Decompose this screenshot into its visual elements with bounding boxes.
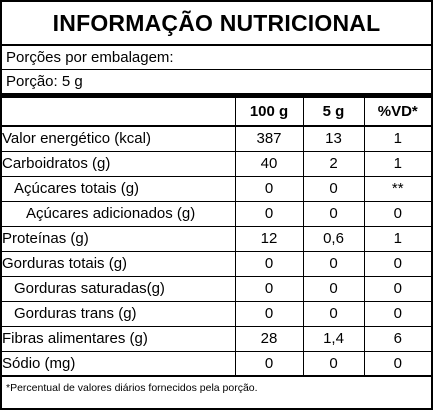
nutrient-name: Sódio (mg) — [2, 350, 236, 377]
value-vd: 0 — [363, 350, 431, 377]
header-blank-cell — [2, 98, 236, 127]
value-vd: 1 — [363, 150, 431, 177]
column-header-vd: %VD* — [363, 98, 431, 127]
table-row: Valor energético (kcal) 387 13 1 — [2, 125, 431, 152]
value-per-100g: 40 — [234, 150, 304, 177]
value-per-100g: 0 — [234, 275, 304, 302]
nutrient-name: Gorduras saturadas(g) — [2, 275, 236, 302]
table-row: Proteínas (g) 12 0,6 1 — [2, 225, 431, 252]
nutrient-name: Açúcares adicionados (g) — [2, 200, 236, 227]
value-per-portion: 0 — [302, 175, 365, 202]
value-per-portion: 0 — [302, 275, 365, 302]
value-vd: 0 — [363, 300, 431, 327]
nutrient-name: Gorduras trans (g) — [2, 300, 236, 327]
value-per-100g: 0 — [234, 350, 304, 377]
value-per-portion: 2 — [302, 150, 365, 177]
column-header-100g: 100 g — [234, 98, 304, 127]
table-row: Carboidratos (g) 40 2 1 — [2, 150, 431, 177]
value-vd: 0 — [363, 250, 431, 277]
value-per-portion: 13 — [302, 125, 365, 152]
nutrient-name: Proteínas (g) — [2, 225, 236, 252]
value-per-100g: 0 — [234, 300, 304, 327]
value-per-100g: 0 — [234, 200, 304, 227]
label-title: INFORMAÇÃO NUTRICIONAL — [2, 2, 431, 46]
value-per-100g: 0 — [234, 250, 304, 277]
value-per-portion: 0,6 — [302, 225, 365, 252]
value-vd: 0 — [363, 275, 431, 302]
servings-per-package: Porções por embalagem: — [2, 46, 431, 70]
table-row: Gorduras totais (g) 0 0 0 — [2, 250, 431, 277]
nutrition-table: 100 g 5 g %VD* Valor energético (kcal) 3… — [2, 98, 431, 377]
column-header-portion: 5 g — [302, 98, 365, 127]
value-vd: 1 — [363, 225, 431, 252]
table-row: Gorduras trans (g) 0 0 0 — [2, 300, 431, 327]
nutrient-name: Açúcares totais (g) — [2, 175, 236, 202]
table-header-row: 100 g 5 g %VD* — [2, 98, 431, 127]
value-per-100g: 28 — [234, 325, 304, 352]
nutrient-name: Valor energético (kcal) — [2, 125, 236, 152]
table-row: Gorduras saturadas(g) 0 0 0 — [2, 275, 431, 302]
value-per-100g: 12 — [234, 225, 304, 252]
value-per-portion: 0 — [302, 350, 365, 377]
value-per-portion: 1,4 — [302, 325, 365, 352]
value-vd: 6 — [363, 325, 431, 352]
table-row: Açúcares totais (g) 0 0 ** — [2, 175, 431, 202]
nutrient-name: Carboidratos (g) — [2, 150, 236, 177]
value-per-100g: 0 — [234, 175, 304, 202]
value-vd: 1 — [363, 125, 431, 152]
table-row: Sódio (mg) 0 0 0 — [2, 350, 431, 377]
value-vd: 0 — [363, 200, 431, 227]
value-per-portion: 0 — [302, 200, 365, 227]
table-row: Açúcares adicionados (g) 0 0 0 — [2, 200, 431, 227]
value-per-portion: 0 — [302, 300, 365, 327]
value-per-portion: 0 — [302, 250, 365, 277]
table-row: Fibras alimentares (g) 28 1,4 6 — [2, 325, 431, 352]
value-vd: ** — [363, 175, 431, 202]
nutrient-name: Fibras alimentares (g) — [2, 325, 236, 352]
value-per-100g: 387 — [234, 125, 304, 152]
serving-size: Porção: 5 g — [2, 70, 431, 98]
nutrient-name: Gorduras totais (g) — [2, 250, 236, 277]
footnote: *Percentual de valores diários fornecido… — [6, 382, 258, 394]
